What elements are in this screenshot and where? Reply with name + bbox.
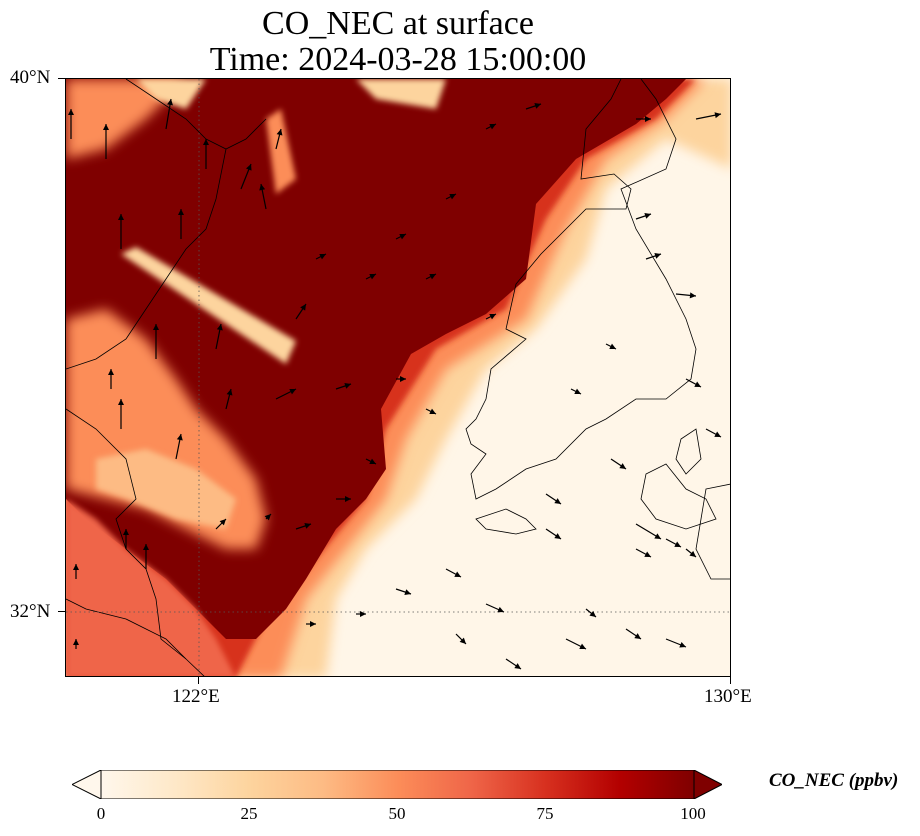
wind-arrow-head (276, 129, 283, 136)
wind-arrow-head (319, 254, 326, 260)
streak-3 (356, 79, 446, 109)
wind-arrow-head (644, 551, 651, 557)
colorbar-extend-min (72, 770, 102, 799)
wind-arrow-head (304, 523, 311, 529)
colorbar-tick-75: 75 (536, 804, 554, 823)
wind-arrow-head (176, 434, 183, 441)
colorbar-tick-25: 25 (240, 804, 258, 823)
wind-arrow-head (344, 383, 351, 389)
wind-arrow-head (118, 399, 124, 405)
wind-arrow-head (73, 639, 79, 645)
map-title: CO_NEC at surface (262, 5, 534, 42)
wind-arrow-head (167, 99, 173, 106)
lat-tick-label-40N: 40°N (10, 67, 51, 88)
lat-tick-mark-32N (58, 611, 65, 612)
map-time-subtitle: Time: 2024-03-28 15:00:00 (209, 41, 587, 78)
wind-arrow-head (404, 589, 411, 595)
wind-arrow-head (645, 116, 651, 122)
wind-arrow-head (360, 611, 366, 617)
wind-arrow-head (654, 253, 661, 259)
wind-arrow-head (219, 519, 226, 526)
wind-arrow-head (369, 274, 376, 280)
wind-arrow-head (68, 109, 74, 115)
colorbar-tick-100: 100 (680, 804, 706, 823)
wind-arrow-head (489, 124, 496, 130)
wind-arrow-head (300, 304, 306, 311)
wind-arrow-head (459, 637, 466, 644)
wind-arrow-head (634, 633, 641, 639)
wind-arrow-head (264, 514, 271, 521)
wind-arrow-head (400, 376, 406, 382)
wind-arrow-head (226, 389, 233, 396)
wind-arrow-head (579, 643, 586, 649)
wind-arrow-head (153, 324, 159, 330)
streak-2 (266, 109, 296, 194)
wind-arrow-head (694, 381, 701, 387)
wind-arrow-head (714, 112, 721, 119)
wind-arrow-head (497, 606, 504, 613)
wind-arrow-head (289, 389, 296, 395)
wind-arrow-head (429, 274, 436, 280)
wind-arrow-head (654, 533, 661, 539)
wind-arrow-head (123, 529, 129, 535)
wind-arrow-head (674, 541, 681, 547)
wind-arrow-head (108, 369, 114, 375)
wind-arrow-head (554, 498, 561, 504)
colorbar-label: CO_NEC (ppbv) (769, 770, 899, 791)
wind-arrow-head (644, 213, 651, 219)
wind-arrow-head (429, 408, 436, 414)
wind-arrow-head (369, 458, 376, 464)
wind-arrow-head (679, 641, 686, 648)
wind-arrow-head (714, 431, 721, 437)
west-lighter-patch (96, 449, 236, 529)
wind-arrow-head (203, 139, 209, 145)
lon-tick-label-130E: 130°E (704, 686, 752, 707)
wind-arrow-head (245, 164, 252, 171)
wind-arrow-head (73, 564, 79, 570)
lon-tick-mark-122E (198, 677, 199, 684)
wind-arrow-head (103, 124, 109, 130)
concentration-field (66, 79, 730, 676)
wind-arrow-head (689, 550, 696, 557)
wind-arrow-head (259, 184, 266, 191)
wind-arrow-head (454, 571, 461, 577)
wind-arrow-head (574, 388, 581, 394)
wind-arrow-head (514, 663, 521, 669)
wind-arrow-head (534, 103, 541, 109)
southwest-patch (66, 499, 235, 676)
lon-tick-mark-130E (730, 677, 731, 684)
colorbar (72, 770, 722, 799)
wind-arrow-head (178, 209, 184, 215)
colorbar-tick-0: 0 (96, 804, 106, 823)
wind-arrow-head (216, 324, 223, 331)
wind-arrow-head (589, 610, 596, 617)
wind-arrow-head (449, 194, 456, 200)
wind-arrow-head (399, 234, 406, 240)
wind-vectors (68, 98, 722, 670)
lon-tick-label-122E: 122°E (172, 686, 220, 707)
wind-arrow-head (689, 292, 696, 299)
colorbar-tick-50: 50 (388, 804, 406, 823)
colorbar-extend-max (693, 770, 722, 799)
lat-tick-mark-40N (58, 78, 65, 79)
wind-arrow-head (554, 533, 561, 539)
lat-tick-label-32N: 32°N (10, 601, 51, 622)
wind-arrow-head (310, 621, 316, 627)
wind-arrow-head (118, 214, 124, 220)
wind-arrow-head (619, 463, 626, 469)
wind-arrow-head (609, 343, 616, 349)
colorbar-gradient (100, 770, 695, 799)
map-panel (65, 78, 731, 677)
northwest-light-patch (136, 79, 206, 109)
wind-arrow-head (345, 496, 351, 502)
streak-1 (121, 247, 296, 364)
wind-arrow-head (143, 544, 149, 550)
wind-arrow-head (489, 314, 496, 320)
